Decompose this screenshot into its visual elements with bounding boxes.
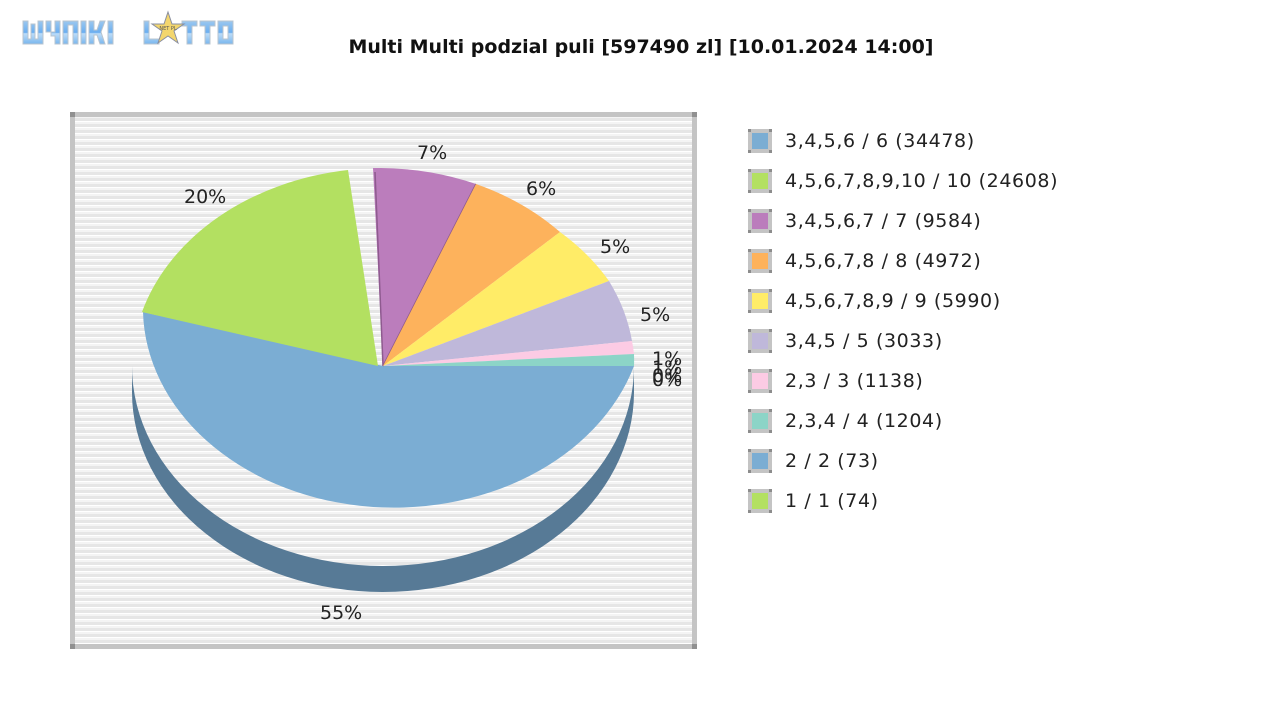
slice-label-2: 7%: [417, 142, 447, 164]
legend-label: 3,4,5 / 5 (3033): [785, 330, 943, 352]
legend-label: 1 / 1 (74): [785, 490, 879, 512]
pie-slice-2: [373, 167, 476, 366]
legend-item: 3,4,5 / 5 (3033): [748, 321, 1058, 361]
legend-item: 2,3 / 3 (1138): [748, 361, 1058, 401]
slice-label-3: 6%: [526, 178, 556, 200]
legend-item: 4,5,6,7,8 / 8 (4972): [748, 241, 1058, 281]
pie-slice-7: [383, 354, 635, 366]
legend-swatch: [748, 289, 772, 313]
legend-swatch: [748, 129, 772, 153]
chart-legend: 3,4,5,6 / 6 (34478) 4,5,6,7,8,9,10 / 10 …: [748, 121, 1058, 521]
slice-label-1: 20%: [184, 186, 226, 208]
legend-item: 1 / 1 (74): [748, 481, 1058, 521]
site-logo[interactable]: NET PL: [20, 10, 242, 56]
legend-label: 2 / 2 (73): [785, 450, 879, 472]
legend-label: 4,5,6,7,8,9 / 9 (5990): [785, 290, 1001, 312]
legend-label: 2,3,4 / 4 (1204): [785, 410, 943, 432]
slice-label-0: 55%: [320, 602, 362, 624]
slice-label-5: 5%: [640, 304, 670, 326]
wyniki-lotto-logo: NET PL: [22, 10, 234, 45]
star-icon: NET PL: [150, 10, 186, 45]
legend-item: 4,5,6,7,8,9,10 / 10 (24608): [748, 161, 1058, 201]
legend-label: 3,4,5,6 / 6 (34478): [785, 130, 975, 152]
legend-swatch: [748, 449, 772, 473]
legend-label: 4,5,6,7,8 / 8 (4972): [785, 250, 982, 272]
legend-label: 4,5,6,7,8,9,10 / 10 (24608): [785, 170, 1059, 192]
pie-slice-4: [383, 232, 609, 366]
legend-item: 2 / 2 (73): [748, 441, 1058, 481]
pie-slice-1: [142, 170, 378, 366]
legend-item: 2,3,4 / 4 (1204): [748, 401, 1058, 441]
legend-item: 3,4,5,6,7 / 7 (9584): [748, 201, 1058, 241]
slice-label-8: 0%: [652, 365, 682, 387]
legend-swatch: [748, 209, 772, 233]
pie-chart-plot: 20% 7% 6% 5% 5% 1% 1% 0% 0% 55%: [70, 112, 697, 649]
legend-label: 3,4,5,6,7 / 7 (9584): [785, 210, 982, 232]
slice-label-4: 5%: [600, 236, 630, 258]
legend-swatch: [748, 489, 772, 513]
svg-text:NET PL: NET PL: [159, 26, 177, 32]
legend-swatch: [748, 409, 772, 433]
legend-item: 4,5,6,7,8,9 / 9 (5990): [748, 281, 1058, 321]
pie-slice-6: [383, 341, 634, 366]
pie-slice-5: [383, 281, 632, 366]
legend-label: 2,3 / 3 (1138): [785, 370, 924, 392]
legend-swatch: [748, 169, 772, 193]
slice-label-7: 1%: [652, 357, 682, 379]
legend-swatch: [748, 369, 772, 393]
pie-slice-3: [383, 184, 560, 366]
slice-label-9: 0%: [652, 369, 682, 391]
legend-item: 3,4,5,6 / 6 (34478): [748, 121, 1058, 161]
slice-label-6: 1%: [652, 348, 682, 370]
legend-swatch: [748, 329, 772, 353]
pie-slice-0: [143, 312, 634, 508]
legend-swatch: [748, 249, 772, 273]
chart-title: Multi Multi podzial puli [597490 zl] [10…: [348, 36, 934, 58]
